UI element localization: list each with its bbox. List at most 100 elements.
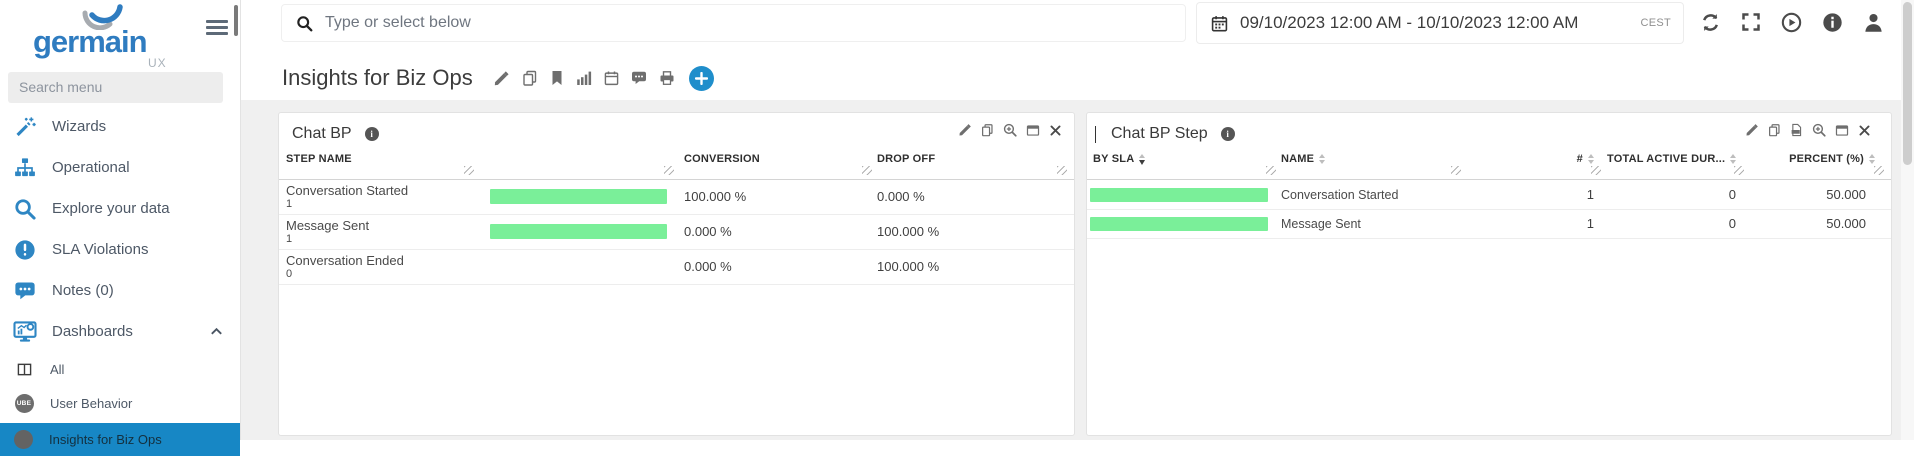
panel-chat-bp-step: Chat BP Step i BY SLA NAME xyxy=(1086,112,1892,436)
column-name[interactable]: NAME xyxy=(1281,153,1326,165)
count-value: 1 xyxy=(1586,187,1594,202)
column-by-sla[interactable]: BY SLA xyxy=(1093,153,1146,165)
sidebar-item-wizards[interactable]: Wizards xyxy=(0,106,240,147)
submenu-item-user-behavior[interactable]: UBE User Behavior xyxy=(0,386,240,420)
ube-badge: UBE xyxy=(14,393,34,413)
table-row[interactable]: Conversation Started 1 100.000 % 0.000 % xyxy=(279,180,1074,215)
drop-off-value: 0.000 % xyxy=(877,189,925,204)
table-row[interactable]: Message Sent 1 0.000 % 100.000 % xyxy=(279,215,1074,250)
date-range-value: 09/10/2023 12:00 AM - 10/10/2023 12:00 A… xyxy=(1240,13,1579,32)
pencil-icon[interactable] xyxy=(493,70,510,87)
sidebar-item-notes[interactable]: Notes (0) xyxy=(0,270,240,311)
comment-icon[interactable] xyxy=(631,70,647,86)
submenu-item-all[interactable]: All xyxy=(0,352,240,386)
table-row[interactable]: Conversation Started 1 0 50.000 xyxy=(1087,181,1891,210)
column-conversion[interactable]: CONVERSION xyxy=(684,153,760,165)
logo-text: germain xyxy=(33,24,148,59)
pencil-icon[interactable] xyxy=(1745,123,1759,137)
step-name: Conversation Started xyxy=(1281,188,1399,202)
table-row[interactable]: Conversation Ended 0 0.000 % 100.000 % xyxy=(279,250,1074,285)
wand-icon xyxy=(12,116,38,138)
sidebar-item-explore[interactable]: Explore your data xyxy=(0,188,240,229)
sidebar-search-input[interactable]: Search menu xyxy=(8,72,223,103)
chevron-up-icon[interactable] xyxy=(209,324,224,339)
user-icon[interactable] xyxy=(1863,12,1884,33)
value-bar xyxy=(490,189,667,204)
header-divider xyxy=(1087,179,1891,180)
panel-title[interactable]: Chat BP xyxy=(292,125,352,142)
window-icon[interactable] xyxy=(1026,124,1040,137)
info-icon[interactable]: i xyxy=(1220,127,1235,141)
logo-subtext: UX xyxy=(148,56,167,70)
column-percent[interactable]: PERCENT (%) xyxy=(1789,153,1875,165)
sidebar-item-sla-violations[interactable]: SLA Violations xyxy=(0,229,240,270)
info-icon[interactable]: i xyxy=(364,127,379,141)
column-resize-handle[interactable] xyxy=(1266,166,1276,175)
sla-bar xyxy=(1090,217,1268,231)
percent-value: 50.000 xyxy=(1826,187,1866,202)
column-resize-handle[interactable] xyxy=(1451,166,1461,175)
bookmark-icon[interactable] xyxy=(550,70,564,86)
page-scrollbar[interactable] xyxy=(1901,0,1914,440)
page-toolbar xyxy=(493,65,714,91)
total-active-dur-value: 0 xyxy=(1728,187,1736,202)
step-count: 1 xyxy=(286,233,293,245)
column-drop-off[interactable]: DROP OFF xyxy=(877,153,936,165)
refresh-icon[interactable] xyxy=(1700,12,1721,33)
column-resize-handle[interactable] xyxy=(664,166,674,175)
step-name: Message Sent xyxy=(286,218,370,233)
column-resize-handle[interactable] xyxy=(1874,166,1884,175)
copy-icon[interactable] xyxy=(981,123,994,137)
germain-logo[interactable]: germain UX xyxy=(18,2,188,70)
scrollbar-thumb[interactable] xyxy=(1903,2,1912,165)
copy-icon[interactable] xyxy=(1768,123,1781,137)
sidebar-item-operational[interactable]: Operational xyxy=(0,147,240,188)
global-search-input[interactable]: Type or select below xyxy=(281,4,1186,42)
close-icon[interactable] xyxy=(1049,124,1062,137)
pencil-icon[interactable] xyxy=(958,123,972,137)
csv-export-icon[interactable] xyxy=(1790,123,1803,137)
conversion-value: 100.000 % xyxy=(684,189,747,204)
window-icon[interactable] xyxy=(1835,124,1849,137)
step-count: 1 xyxy=(286,198,293,210)
add-button[interactable] xyxy=(688,65,714,91)
logo-swoosh-icon xyxy=(82,4,123,30)
column-resize-handle[interactable] xyxy=(862,166,872,175)
step-count: 0 xyxy=(286,268,293,280)
sidebar: germain UX Search menu Wizards Operation… xyxy=(0,0,241,456)
column-resize-handle[interactable] xyxy=(1591,166,1601,175)
step-name: Conversation Started xyxy=(286,183,409,198)
panel-title[interactable]: Chat BP Step xyxy=(1111,125,1208,142)
value-bar xyxy=(490,224,667,239)
sort-icon xyxy=(1319,154,1326,164)
print-icon[interactable] xyxy=(659,70,675,86)
alert-circle-icon xyxy=(12,239,38,261)
calendar-icon[interactable] xyxy=(604,70,619,86)
play-circle-icon[interactable] xyxy=(1781,12,1802,33)
step-name: Conversation Ended xyxy=(286,253,404,268)
bar-chart-icon[interactable] xyxy=(576,70,592,86)
count-value: 1 xyxy=(1586,216,1594,231)
sort-icon xyxy=(1588,154,1594,164)
info-circle-icon[interactable] xyxy=(1822,12,1843,33)
sidebar-item-dashboards[interactable]: Dashboards xyxy=(0,311,240,352)
menu-toggle-icon[interactable] xyxy=(206,20,228,37)
percent-value: 50.000 xyxy=(1826,216,1866,231)
dashboard-monitor-icon xyxy=(12,320,38,344)
panel-toolbar xyxy=(1745,123,1871,137)
close-icon[interactable] xyxy=(1858,124,1871,137)
column-resize-handle[interactable] xyxy=(1734,166,1744,175)
column-step-name[interactable]: STEP NAME xyxy=(286,153,352,165)
date-range-picker[interactable]: 09/10/2023 12:00 AM - 10/10/2023 12:00 A… xyxy=(1196,2,1684,44)
sidebar-scrollbar[interactable] xyxy=(234,5,238,36)
column-total-active-dur[interactable]: TOTAL ACTIVE DUR... xyxy=(1607,153,1737,165)
column-count[interactable]: # xyxy=(1577,153,1594,165)
zoom-in-icon[interactable] xyxy=(1003,123,1017,137)
column-resize-handle[interactable] xyxy=(1057,166,1067,175)
table-row[interactable]: Message Sent 1 0 50.000 xyxy=(1087,210,1891,239)
column-resize-handle[interactable] xyxy=(464,166,474,175)
zoom-in-icon[interactable] xyxy=(1812,123,1826,137)
copy-icon[interactable] xyxy=(522,70,538,86)
fullscreen-icon[interactable] xyxy=(1741,12,1761,32)
topbar-actions xyxy=(1700,10,1884,34)
